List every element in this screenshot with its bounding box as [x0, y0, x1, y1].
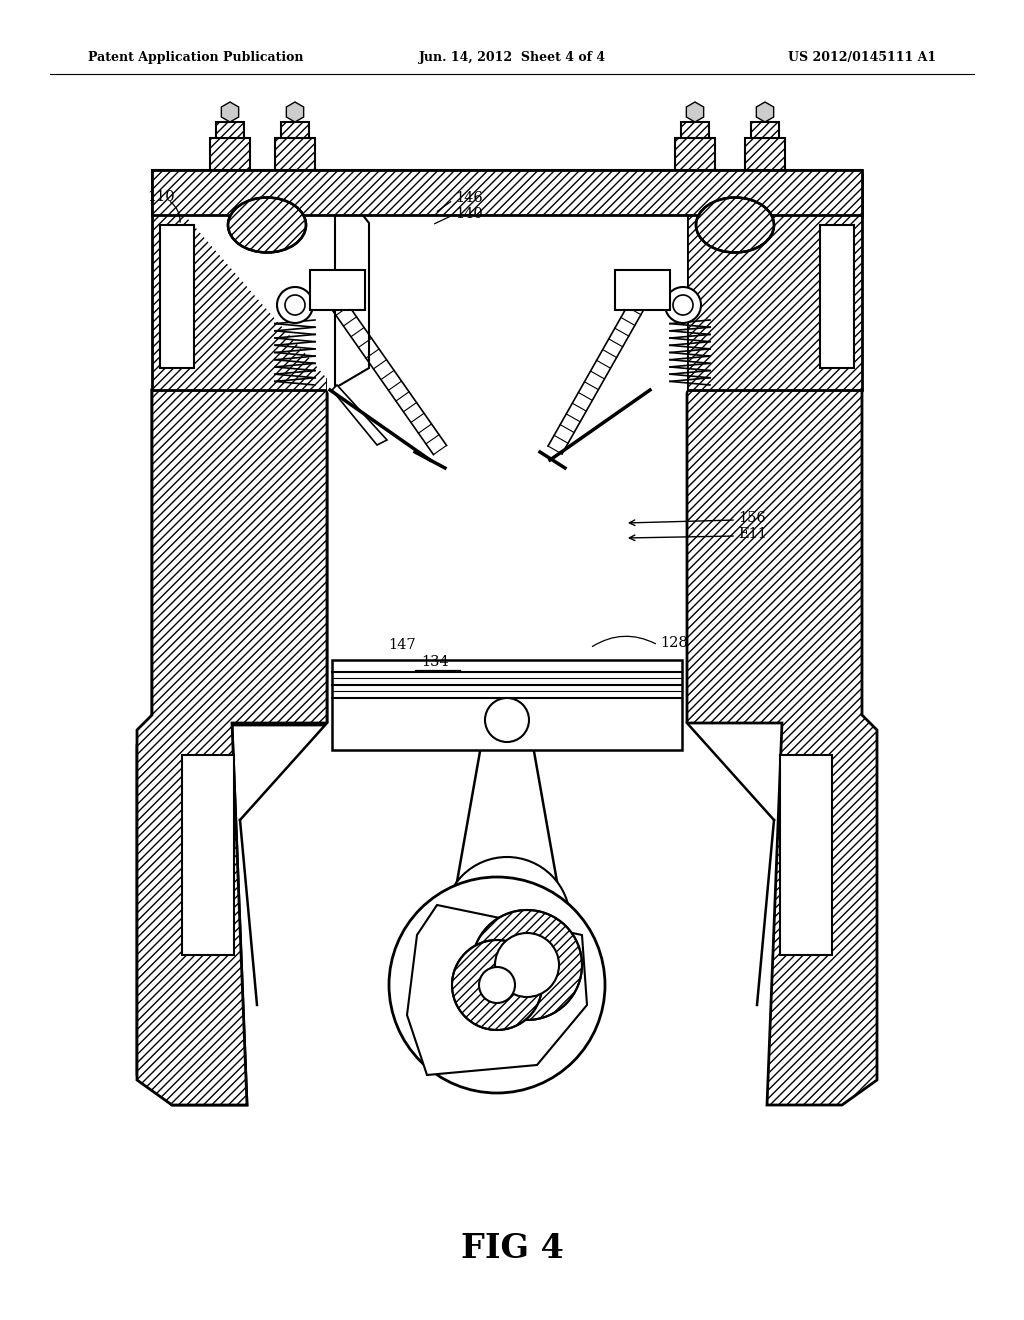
Polygon shape — [152, 170, 862, 215]
Bar — [780, 755, 831, 954]
Bar — [675, 139, 715, 170]
Text: Patent Application Publication: Patent Application Publication — [88, 51, 303, 65]
Bar — [216, 121, 244, 139]
Bar — [182, 755, 234, 954]
Text: FIG 4: FIG 4 — [461, 1232, 563, 1265]
Bar — [751, 121, 779, 139]
Text: 146: 146 — [455, 191, 482, 205]
Polygon shape — [287, 102, 304, 121]
Bar — [745, 139, 785, 170]
Bar — [210, 139, 250, 170]
Bar — [681, 121, 709, 139]
Circle shape — [479, 968, 515, 1003]
Text: 128: 128 — [660, 636, 688, 649]
Bar — [216, 121, 244, 139]
Circle shape — [444, 857, 570, 983]
Polygon shape — [335, 180, 369, 388]
Circle shape — [278, 286, 313, 323]
Polygon shape — [452, 741, 562, 909]
Polygon shape — [137, 389, 327, 1105]
Polygon shape — [240, 723, 774, 1005]
Text: 147: 147 — [388, 638, 416, 652]
Polygon shape — [332, 385, 387, 445]
Circle shape — [673, 294, 693, 315]
Circle shape — [452, 940, 542, 1030]
Polygon shape — [152, 176, 327, 389]
Bar — [152, 170, 862, 176]
Circle shape — [285, 294, 305, 315]
Text: 110: 110 — [147, 190, 175, 205]
Polygon shape — [160, 224, 194, 368]
Polygon shape — [687, 176, 862, 389]
Bar — [332, 660, 682, 750]
Polygon shape — [137, 389, 327, 1105]
Bar — [745, 139, 785, 170]
Circle shape — [485, 698, 529, 742]
Ellipse shape — [696, 198, 774, 252]
Polygon shape — [154, 180, 367, 389]
Polygon shape — [757, 102, 774, 121]
Polygon shape — [686, 102, 703, 121]
Polygon shape — [327, 176, 687, 459]
Circle shape — [472, 909, 582, 1020]
Ellipse shape — [228, 198, 306, 252]
Polygon shape — [407, 906, 587, 1074]
Text: 140: 140 — [455, 207, 482, 220]
Circle shape — [495, 933, 559, 997]
Bar — [751, 121, 779, 139]
Circle shape — [389, 876, 605, 1093]
Circle shape — [665, 286, 701, 323]
Polygon shape — [310, 271, 365, 310]
Text: E11: E11 — [738, 527, 767, 541]
Bar — [281, 121, 309, 139]
Bar — [675, 139, 715, 170]
Text: 156: 156 — [738, 511, 766, 525]
Bar — [681, 121, 709, 139]
Text: Jun. 14, 2012  Sheet 4 of 4: Jun. 14, 2012 Sheet 4 of 4 — [419, 51, 605, 65]
Polygon shape — [221, 102, 239, 121]
Polygon shape — [687, 389, 877, 1105]
Bar — [275, 139, 315, 170]
Bar — [281, 121, 309, 139]
Bar — [210, 139, 250, 170]
Polygon shape — [615, 271, 670, 310]
Text: 134: 134 — [421, 655, 449, 669]
Polygon shape — [820, 224, 854, 368]
Bar — [275, 139, 315, 170]
Text: US 2012/0145111 A1: US 2012/0145111 A1 — [787, 51, 936, 65]
